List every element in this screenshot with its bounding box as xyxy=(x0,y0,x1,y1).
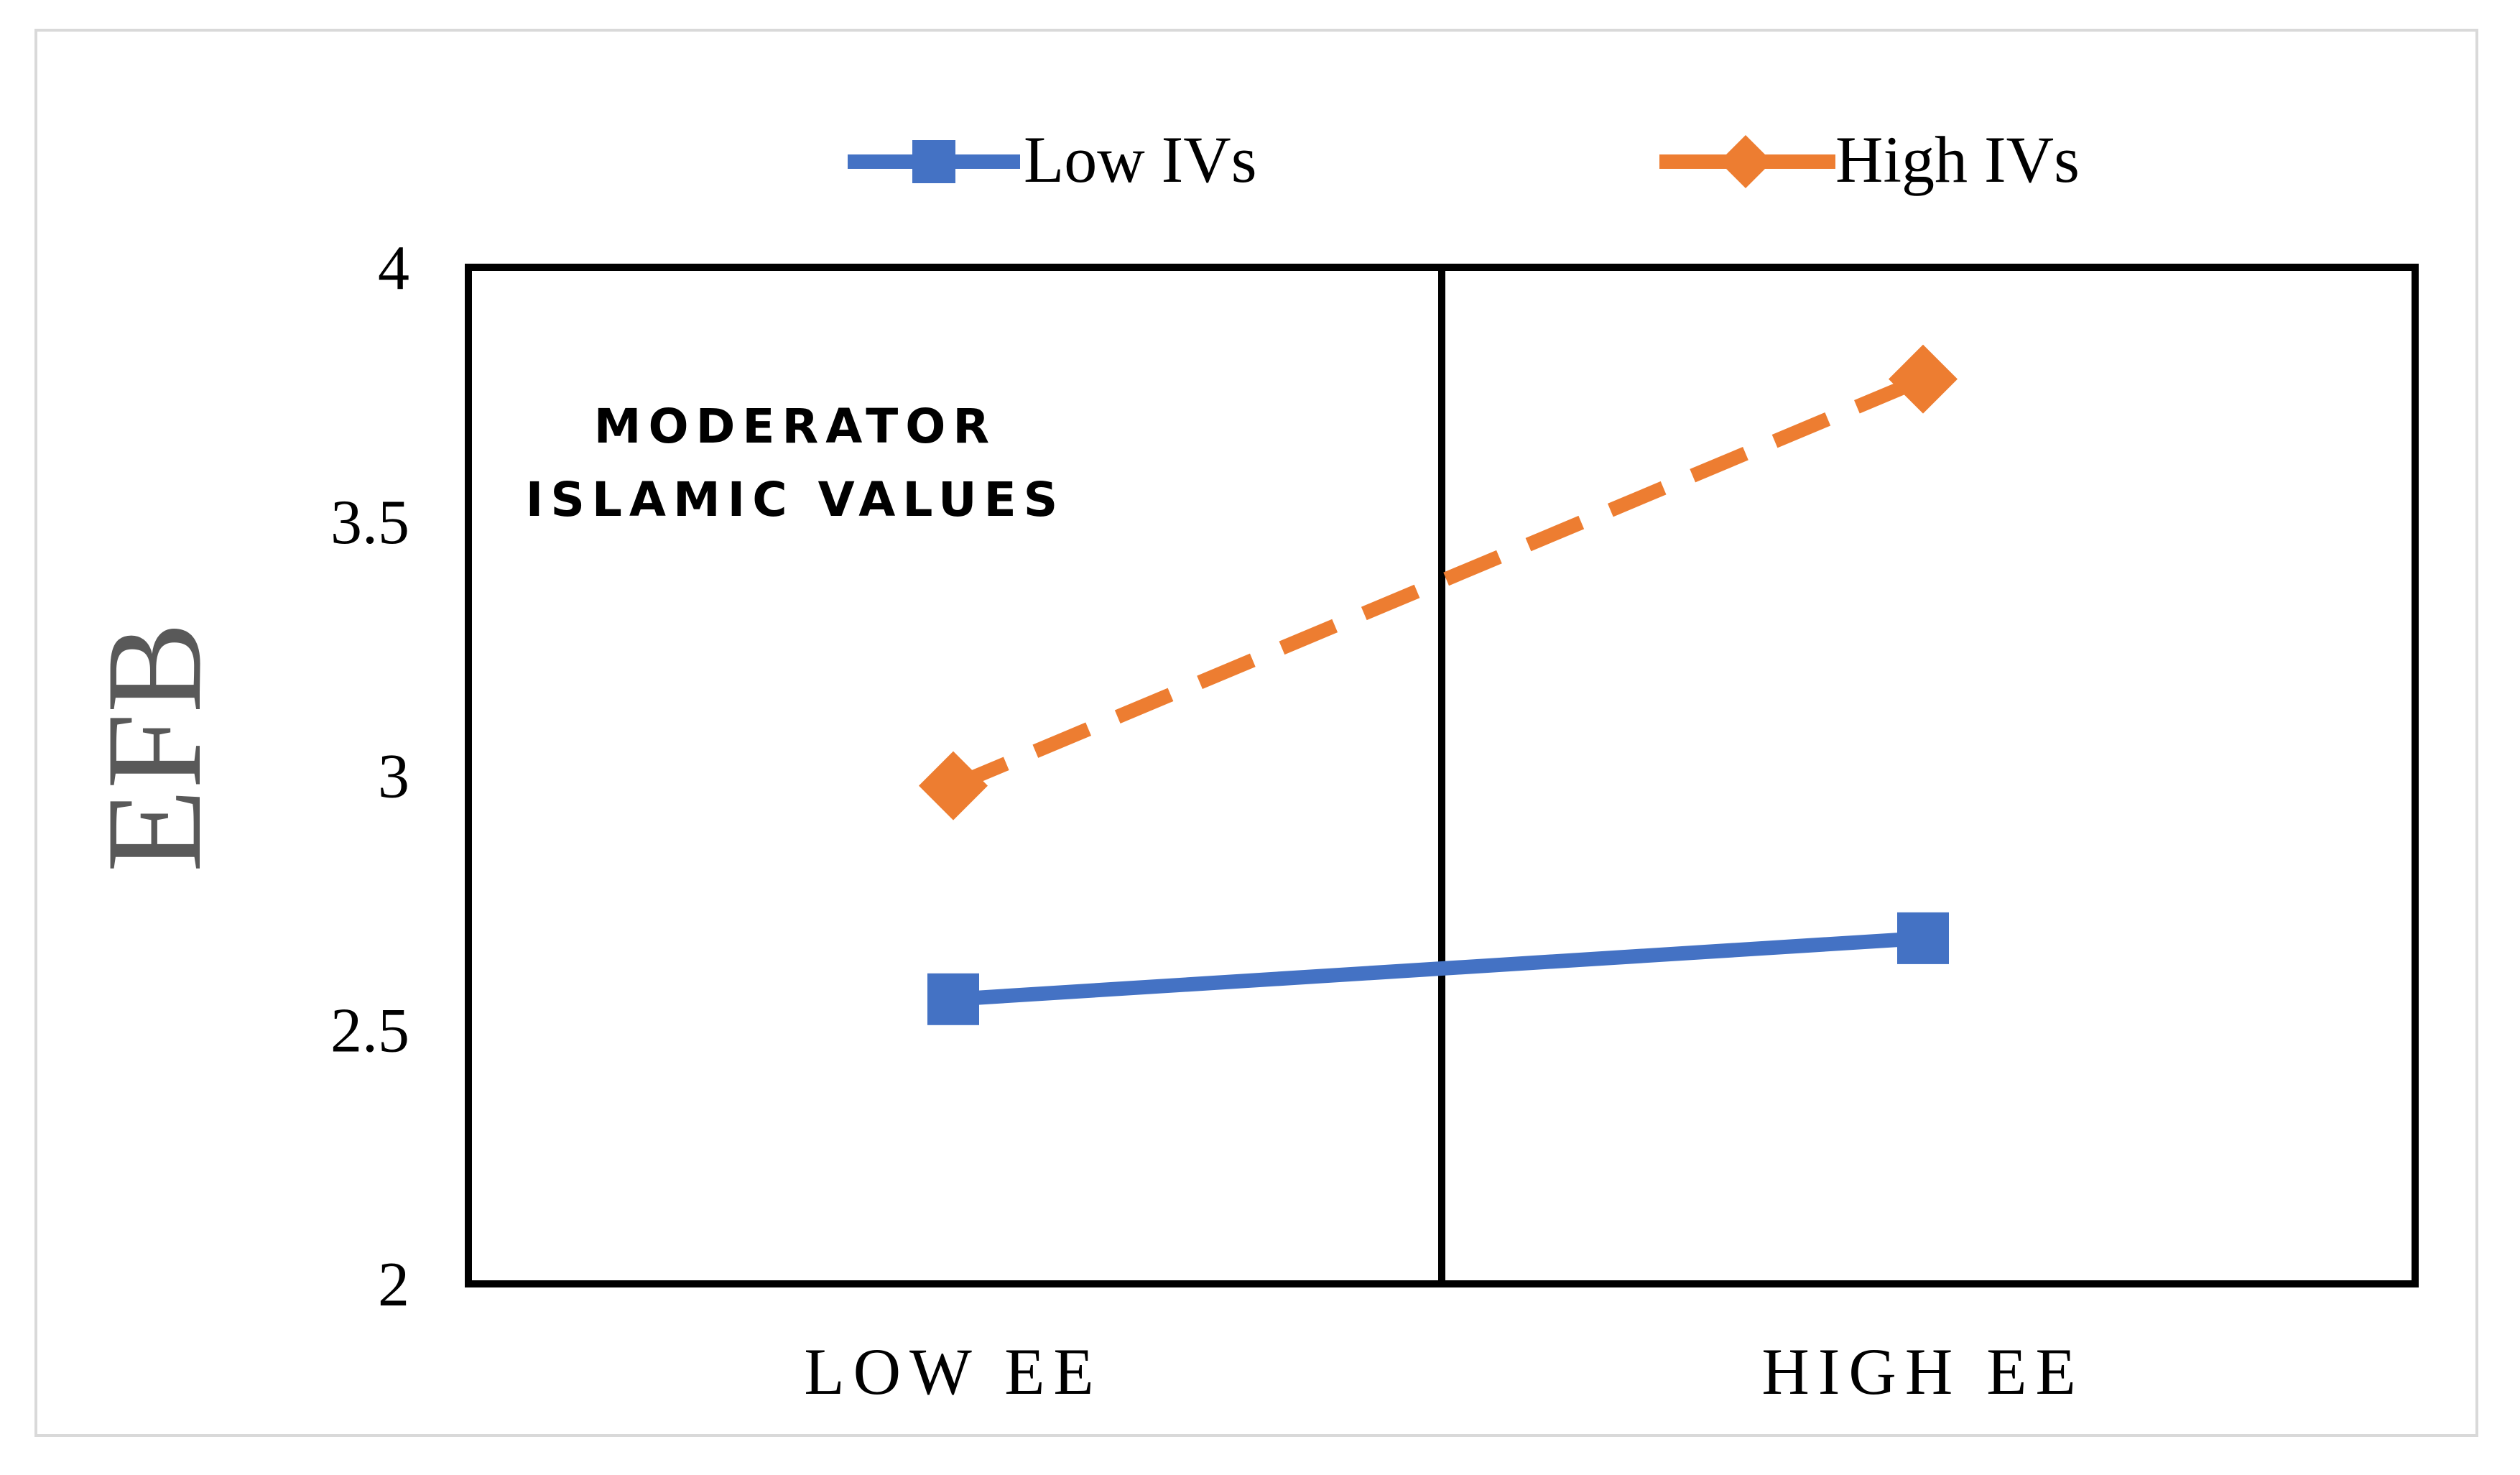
y-tick-labels: 2 2.5 3 3.5 4 xyxy=(330,233,409,1320)
moderator-annotation: MODERATOR ISLAMIC VALUES xyxy=(526,399,1065,527)
y-tick-label: 3.5 xyxy=(330,488,409,558)
data-point-high-ivs xyxy=(919,751,988,820)
legend-label-low-ivs: Low IVs xyxy=(1024,123,1257,196)
y-axis-title: EFB xyxy=(79,622,230,872)
legend-item-low-ivs: Low IVs xyxy=(848,123,1257,196)
legend-label-high-ivs: High IVs xyxy=(1835,123,2080,196)
y-tick-label: 4 xyxy=(378,233,409,303)
series-high-ivs xyxy=(919,344,1958,820)
x-tick-label: LOW EE xyxy=(804,1335,1102,1408)
chart-frame xyxy=(34,29,2478,1437)
data-point-high-ivs xyxy=(1889,344,1958,414)
x-tick-label: HIGH EE xyxy=(1761,1335,2084,1408)
legend-marker-high-ivs xyxy=(1719,135,1772,188)
annotation-line-1: MODERATOR xyxy=(594,399,996,454)
series-low-ivs xyxy=(927,912,1949,1025)
y-tick-label: 2 xyxy=(378,1250,409,1320)
series-layer xyxy=(919,344,1958,1025)
y-tick-label: 2.5 xyxy=(330,996,409,1065)
y-tick-label: 3 xyxy=(378,742,409,812)
annotation-line-2: ISLAMIC VALUES xyxy=(526,472,1065,527)
data-point-low-ivs xyxy=(927,973,979,1025)
legend-item-high-ivs: High IVs xyxy=(1659,123,2080,196)
series-line-low-ivs xyxy=(953,930,1924,1007)
data-point-low-ivs xyxy=(1897,912,1949,964)
legend: Low IVs High IVs xyxy=(848,123,2080,196)
x-tick-labels: LOW EE HIGH EE xyxy=(804,1335,2084,1408)
legend-marker-low-ivs xyxy=(912,140,955,183)
